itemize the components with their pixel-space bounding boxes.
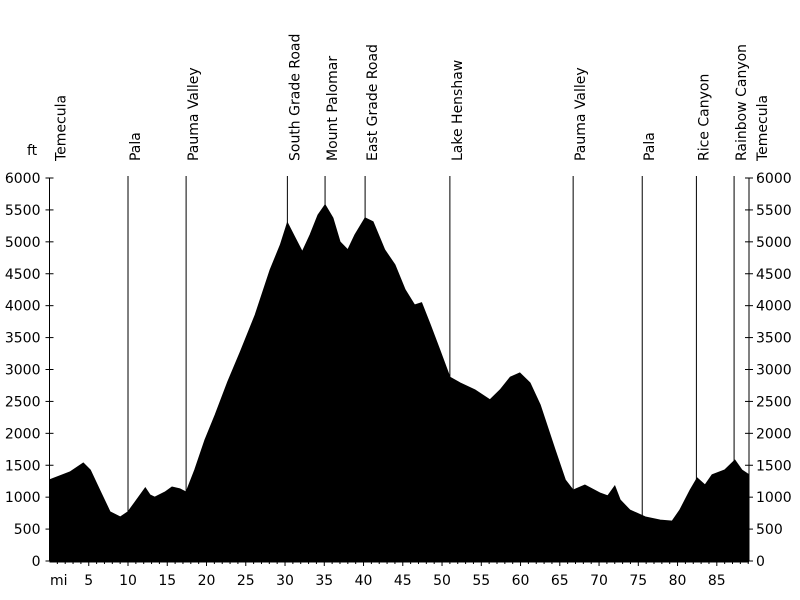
x-tick-label: 85 (708, 573, 726, 589)
waypoints-group: Temecula Pala Pauma Valley South Grade Road… (54, 34, 771, 561)
waypoint-label: Lake Henshaw (450, 60, 466, 161)
y-tick-label-right: 5500 (756, 203, 792, 219)
y-tick-label-left: 3000 (5, 363, 41, 379)
y-tick-label-right: 2000 (756, 426, 792, 442)
y-tick-label-right: 4000 (756, 299, 792, 315)
y-tick-label-left: 500 (14, 522, 41, 538)
x-tick-label: 15 (158, 573, 176, 589)
y-tick-label-right: 1500 (756, 458, 792, 474)
y-tick-label-right: 1000 (756, 490, 792, 506)
y-tick-label-left: 2000 (5, 426, 41, 442)
x-tick-label: 5 (84, 573, 93, 589)
x-tick-label: 45 (394, 573, 412, 589)
waypoint-label: Mount Palomar (325, 56, 341, 161)
x-tick-label: 80 (669, 573, 687, 589)
profile-area-group (49, 203, 750, 562)
y-tick-label-left: 4500 (5, 267, 41, 283)
y-tick-label-left: 6000 (5, 171, 41, 187)
y-tick-label-right: 3500 (756, 331, 792, 347)
waypoint-label: Pala (128, 132, 144, 161)
y-tick-label-right: 4500 (756, 267, 792, 283)
x-tick-label: 10 (119, 573, 137, 589)
y-tick-label-left: 5000 (5, 235, 41, 251)
y-tick-label-left: 2500 (5, 394, 41, 410)
y-tick-label-right: 500 (756, 522, 783, 538)
waypoint-label: Rainbow Canyon (734, 44, 750, 161)
y-tick-label-right: 0 (756, 554, 765, 570)
y-tick-label-right: 5000 (756, 235, 792, 251)
y-tick-label-left: 5500 (5, 203, 41, 219)
x-axis-label: mi (50, 573, 68, 589)
waypoint-label: Pauma Valley (186, 67, 202, 161)
x-tick-label: 40 (355, 573, 373, 589)
y-axis-label: ft (27, 143, 38, 159)
x-tick-label: 70 (590, 573, 608, 589)
waypoint-label: Rice Canyon (696, 74, 712, 161)
waypoint-label: Pala (642, 132, 658, 161)
waypoint-label: South Grade Road (287, 34, 303, 161)
x-tick-label: 55 (472, 573, 490, 589)
y-tick-label-right: 3000 (756, 363, 792, 379)
waypoint-label: Temecula (755, 95, 771, 162)
x-tick-label: 25 (237, 573, 255, 589)
x-tick-label: 35 (315, 573, 333, 589)
waypoint-label: Temecula (54, 95, 70, 162)
waypoint-label: East Grade Road (365, 44, 381, 161)
y-tick-label-left: 3500 (5, 331, 41, 347)
waypoint-label: Pauma Valley (573, 67, 589, 161)
y-tick-label-right: 2500 (756, 394, 792, 410)
x-tick-label: 75 (629, 573, 647, 589)
y-tick-label-left: 1500 (5, 458, 41, 474)
x-tick-label: 60 (512, 573, 530, 589)
x-tick-label: 30 (276, 573, 294, 589)
x-tick-label: 20 (198, 573, 216, 589)
axes-group: 0 0 500 500 1000 1000 1500 1500 2000 2000 2500 2500… (5, 171, 792, 589)
x-tick-label: 65 (551, 573, 569, 589)
y-tick-label-right: 6000 (756, 171, 792, 187)
x-tick-label: 50 (433, 573, 451, 589)
y-tick-label-left: 4000 (5, 299, 41, 315)
y-tick-label-left: 1000 (5, 490, 41, 506)
elevation-area (49, 203, 750, 562)
y-tick-label-left: 0 (32, 554, 41, 570)
